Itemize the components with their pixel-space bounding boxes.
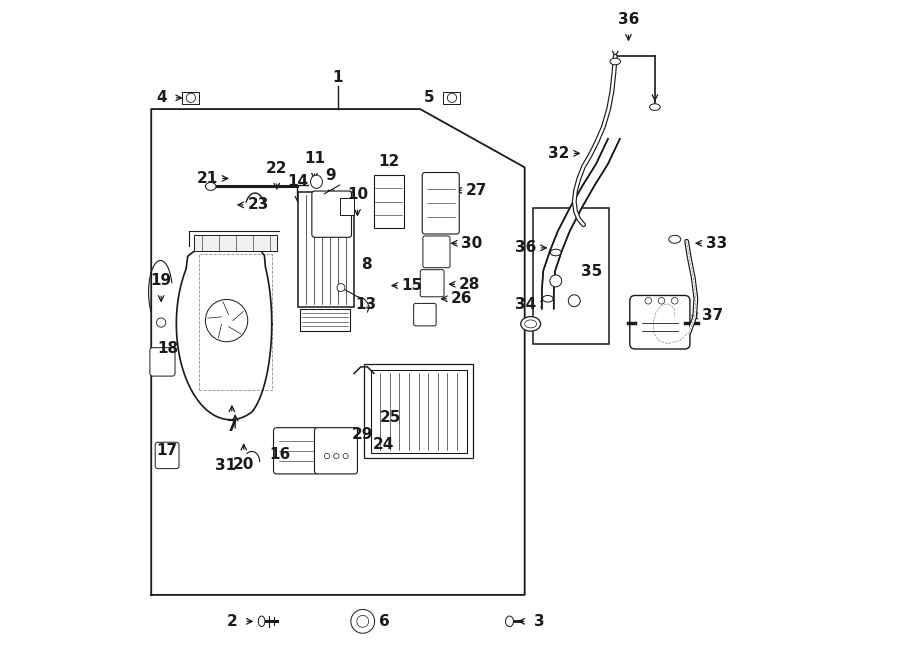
Text: 23: 23 [248,198,269,212]
Text: 5: 5 [424,91,434,105]
Circle shape [157,318,166,327]
Text: 32: 32 [548,146,570,161]
Ellipse shape [258,616,265,627]
Text: 28: 28 [459,277,481,292]
Ellipse shape [543,295,553,302]
Text: 10: 10 [346,188,368,202]
Text: 20: 20 [233,457,255,472]
Text: 8: 8 [361,257,372,272]
Text: 24: 24 [374,437,394,451]
Text: 2: 2 [227,614,238,629]
Polygon shape [151,109,525,595]
Text: 15: 15 [401,278,423,293]
Text: 35: 35 [580,264,602,278]
Ellipse shape [671,297,678,304]
Ellipse shape [650,104,661,110]
Ellipse shape [205,182,216,190]
Text: 29: 29 [351,428,373,442]
Text: 37: 37 [702,309,723,323]
Text: 9: 9 [326,168,337,182]
FancyBboxPatch shape [414,303,436,326]
FancyBboxPatch shape [630,295,690,349]
FancyBboxPatch shape [155,442,179,469]
Circle shape [568,295,580,307]
Circle shape [337,284,345,292]
Text: 3: 3 [534,614,544,629]
FancyBboxPatch shape [150,348,175,376]
Text: 19: 19 [150,274,172,288]
FancyBboxPatch shape [274,428,319,474]
Ellipse shape [525,320,536,328]
Text: 13: 13 [356,297,376,311]
Ellipse shape [610,58,620,65]
Ellipse shape [645,297,652,304]
Text: 21: 21 [197,171,218,186]
Polygon shape [176,241,272,420]
Bar [444,92,460,104]
Text: 36: 36 [516,241,536,255]
FancyBboxPatch shape [423,236,450,268]
FancyBboxPatch shape [420,270,444,297]
Text: 31: 31 [215,458,236,473]
Polygon shape [542,139,620,309]
Bar [364,364,473,458]
Text: 17: 17 [157,444,177,458]
FancyBboxPatch shape [422,173,459,234]
Circle shape [186,93,195,102]
Bar [300,309,349,330]
Text: 6: 6 [379,614,390,629]
Ellipse shape [310,175,322,188]
Circle shape [447,93,456,102]
Ellipse shape [551,249,561,256]
Text: 27: 27 [466,183,487,198]
Ellipse shape [669,235,680,243]
Bar [371,370,466,453]
Bar [374,175,404,228]
Bar [183,92,199,104]
Text: 12: 12 [379,155,400,169]
Text: 25: 25 [380,410,401,425]
Text: 34: 34 [516,297,536,311]
Bar [298,192,355,307]
Text: 16: 16 [269,447,290,461]
Circle shape [356,615,369,627]
Bar [533,208,608,344]
Text: 36: 36 [617,13,639,27]
Text: 4: 4 [156,91,166,105]
Text: 33: 33 [706,236,727,251]
Text: 22: 22 [266,161,288,176]
Text: 7: 7 [227,419,238,434]
Bar [339,198,355,215]
FancyBboxPatch shape [312,191,352,237]
Circle shape [550,275,562,287]
Text: 18: 18 [158,341,178,356]
Text: 11: 11 [304,151,325,166]
Circle shape [324,453,329,459]
FancyBboxPatch shape [314,428,357,474]
Ellipse shape [521,317,541,331]
Ellipse shape [506,616,514,627]
Text: 14: 14 [287,175,309,189]
Circle shape [351,609,374,633]
Ellipse shape [658,297,665,304]
Circle shape [343,453,348,459]
Text: 26: 26 [451,292,472,306]
Polygon shape [194,235,277,251]
Text: 30: 30 [461,236,482,251]
Circle shape [334,453,339,459]
Text: 1: 1 [332,71,343,85]
